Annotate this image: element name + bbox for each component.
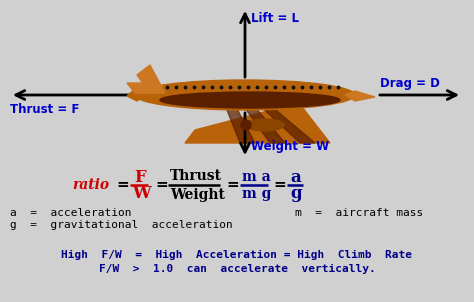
- Text: g  =  gravitational  acceleration: g = gravitational acceleration: [10, 220, 233, 230]
- Polygon shape: [345, 91, 375, 101]
- Text: Weight: Weight: [170, 188, 225, 202]
- Text: Drag = D: Drag = D: [380, 77, 440, 90]
- Ellipse shape: [246, 119, 284, 131]
- Text: F/W  >  1.0  can  accelerate  vertically.: F/W > 1.0 can accelerate vertically.: [99, 264, 375, 274]
- Polygon shape: [240, 101, 285, 143]
- Text: a: a: [290, 169, 301, 185]
- Polygon shape: [185, 98, 330, 143]
- Text: =: =: [116, 178, 129, 192]
- Text: =: =: [226, 178, 239, 192]
- Text: =: =: [155, 178, 168, 192]
- Polygon shape: [225, 105, 255, 143]
- Text: m g: m g: [242, 187, 272, 201]
- Polygon shape: [255, 101, 315, 143]
- Text: =: =: [273, 178, 286, 192]
- Text: High  F/W  =  High  Acceleration = High  Climb  Rate: High F/W = High Acceleration = High Clim…: [62, 250, 412, 260]
- Text: a  =  acceleration: a = acceleration: [10, 208, 131, 218]
- Text: g: g: [290, 185, 301, 203]
- Polygon shape: [127, 89, 145, 101]
- Text: Thrust: Thrust: [170, 169, 222, 183]
- Polygon shape: [127, 83, 155, 93]
- Text: F: F: [134, 169, 146, 185]
- Text: Thrust = F: Thrust = F: [10, 103, 79, 116]
- Text: m a: m a: [242, 170, 271, 184]
- Ellipse shape: [241, 120, 251, 130]
- Ellipse shape: [135, 80, 355, 110]
- Ellipse shape: [160, 92, 340, 108]
- Text: ratio: ratio: [72, 178, 109, 192]
- Text: Lift = L: Lift = L: [251, 12, 299, 25]
- Text: W: W: [132, 185, 151, 203]
- Text: m  =  aircraft mass: m = aircraft mass: [295, 208, 423, 218]
- Polygon shape: [137, 65, 165, 93]
- Text: Weight = W: Weight = W: [251, 140, 329, 153]
